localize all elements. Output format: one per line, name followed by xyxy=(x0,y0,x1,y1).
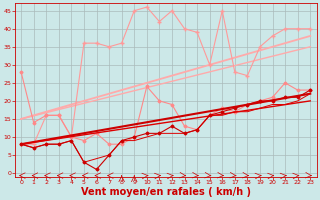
X-axis label: Vent moyen/en rafales ( km/h ): Vent moyen/en rafales ( km/h ) xyxy=(81,187,251,197)
